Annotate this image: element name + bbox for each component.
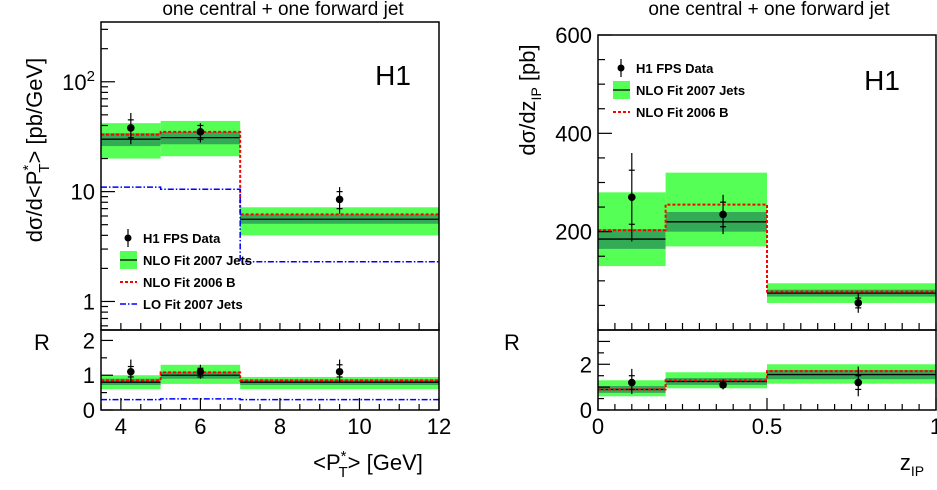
x-tick-label: 10	[347, 414, 371, 439]
main-data-point-2	[335, 195, 344, 204]
legend-entry-0: H1 FPS Data	[143, 231, 221, 246]
legend-entry-3: LO Fit 2007 Jets	[143, 297, 243, 312]
x-tick-label: 0.5	[752, 414, 783, 439]
y-tick-label: 1	[83, 289, 95, 314]
x-tick-label: 0	[592, 414, 604, 439]
ratio-y-tick-label: 0	[83, 398, 95, 423]
ratio-frame	[100, 329, 440, 411]
h1-label: H1	[864, 65, 900, 96]
ratio-data-point-2	[854, 378, 863, 387]
panel-title: one central + one forward jet	[162, 0, 404, 20]
main-data-point-1	[719, 210, 727, 219]
nlo-2006-b-line	[598, 203, 936, 293]
y-axis-label: dσ/dzIP [pb]	[515, 44, 544, 155]
ratio-y-tick-label: 1	[83, 363, 95, 388]
ratio-y-tick-label: 2	[83, 328, 95, 353]
lo-fit-line	[101, 186, 439, 263]
main-data-point-1	[196, 128, 205, 136]
main-data-point-2	[854, 299, 863, 307]
x-tick-label: 1	[930, 414, 937, 439]
h1-label: H1	[375, 60, 411, 91]
main-data-point-0	[628, 193, 636, 202]
ratio-axis-label: R	[504, 330, 520, 355]
ratio-y-tick-label: 2	[580, 352, 592, 377]
y-tick-label: 600	[555, 23, 592, 48]
legend-entry-1: NLO Fit 2007 Jets	[143, 253, 252, 268]
ratio-data-point-0	[127, 367, 135, 376]
y-tick-label: 200	[555, 220, 592, 245]
legend-entry-0: H1 FPS Data	[636, 61, 714, 76]
legend-entry-1: NLO Fit 2007 Jets	[636, 83, 745, 98]
ratio-axis-label: R	[34, 330, 50, 355]
main-data-point-0	[127, 124, 135, 132]
y-tick-label: 10	[71, 180, 95, 205]
y-axis-label: dσ/d<P*T> [pb/GeV]	[20, 58, 53, 243]
ratio-data-point-2	[335, 367, 344, 376]
ratio-data-point-1	[196, 367, 205, 376]
ratio-data-point-1	[719, 381, 727, 389]
y-tick-label: 102	[62, 68, 95, 95]
legend-entry-2: NLO Fit 2006 B	[636, 105, 728, 120]
main-outer-band-bin-1	[665, 172, 767, 247]
ratio-y-tick-label: 0	[580, 398, 592, 423]
y-tick-label: 400	[555, 121, 592, 146]
legend-entry-2: NLO Fit 2006 B	[143, 275, 235, 290]
legend-data-marker	[124, 234, 132, 242]
x-tick-label: 8	[274, 414, 286, 439]
x-axis-label: <P* T> [GeV]	[313, 448, 423, 481]
ratio-lo-line	[101, 398, 439, 401]
legend-data-marker	[617, 64, 625, 72]
ratio-data-point-0	[628, 378, 636, 387]
x-tick-label: 12	[427, 414, 451, 439]
ratio-nlo-2006-b-line	[598, 370, 936, 391]
x-tick-label: 4	[115, 414, 127, 439]
panel-title: one central + one forward jet	[648, 0, 890, 20]
x-axis-label: zIP	[900, 450, 924, 479]
x-tick-label: 6	[194, 414, 206, 439]
